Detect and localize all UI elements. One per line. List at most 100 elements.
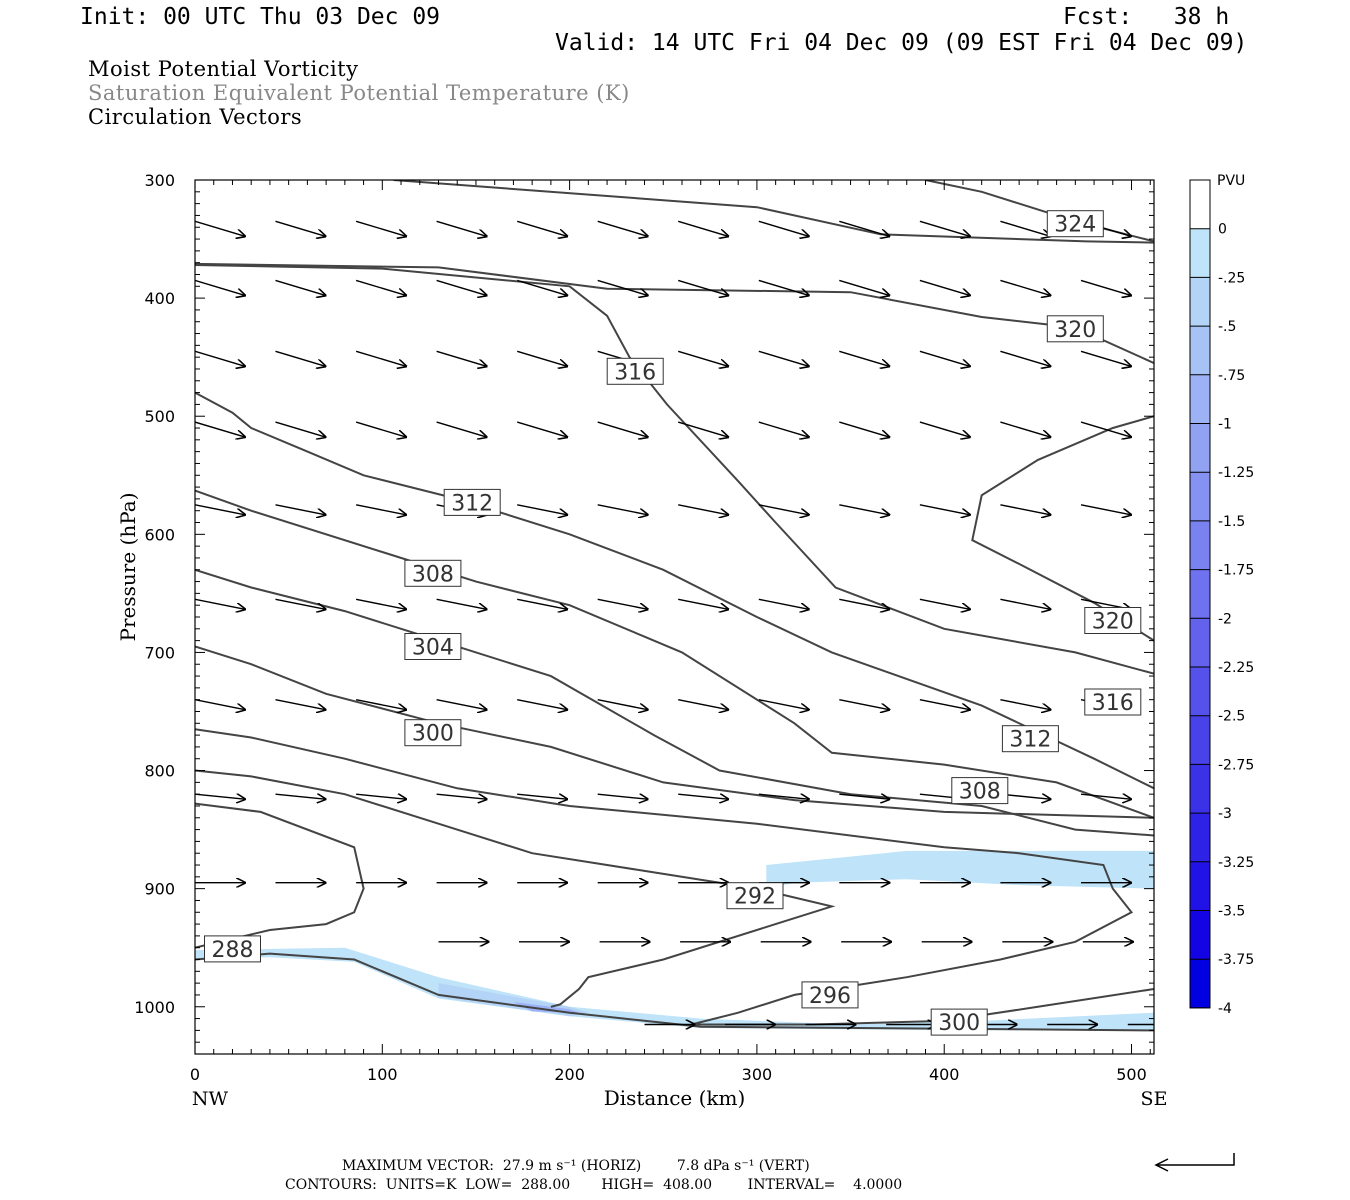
vector-arrow xyxy=(195,279,245,295)
contour-label-text: 300 xyxy=(938,1011,980,1036)
vector-arrow xyxy=(1080,279,1131,295)
contour-label-box xyxy=(404,559,462,587)
mpv-shade-region xyxy=(766,850,1154,889)
contour-label-text: 288 xyxy=(212,938,254,963)
x-tick-label: 400 xyxy=(929,1065,960,1084)
max-vector-note: MAXIMUM VECTOR: 27.9 m s⁻¹ (HORIZ) 7.8 d… xyxy=(342,1158,810,1174)
colorbar-swatch xyxy=(1190,180,1210,229)
vector-arrow xyxy=(436,794,487,799)
vector-arrow xyxy=(436,279,487,295)
colorbar-swatch xyxy=(1190,326,1210,375)
contour-line xyxy=(195,262,1154,365)
circulation-vectors xyxy=(195,220,1154,1024)
vector-arrow xyxy=(919,598,970,609)
vector-arrow xyxy=(758,699,809,710)
vector-arrow xyxy=(839,220,889,236)
colorbar-label: -2.25 xyxy=(1218,660,1254,676)
colorbar-swatch xyxy=(1190,715,1210,765)
vector-arrow xyxy=(195,220,245,236)
vector-arrow xyxy=(275,794,326,799)
x-tick-label: 200 xyxy=(554,1065,585,1084)
contour-label-text: 316 xyxy=(1092,691,1134,716)
vector-arrow xyxy=(516,350,567,366)
contour-label-box xyxy=(951,777,1009,805)
contour-label-text: 316 xyxy=(614,360,656,385)
mpv-shade-region xyxy=(513,1002,579,1013)
contour-line xyxy=(195,391,1154,790)
y-tick-label: 400 xyxy=(144,289,175,308)
contour-line xyxy=(195,769,836,1008)
vector-arrow xyxy=(597,421,648,437)
vector-arrow xyxy=(517,699,567,710)
vector-arrow xyxy=(355,504,406,515)
vector-arrow xyxy=(677,279,728,295)
contour-label-box xyxy=(204,935,261,963)
contour-label-box xyxy=(404,719,462,747)
x-axis-label: Distance (km) xyxy=(604,1086,746,1110)
colorbar-label: -2.5 xyxy=(1218,709,1245,725)
vector-arrow xyxy=(355,279,406,295)
colorbar-label: -1.5 xyxy=(1218,514,1245,530)
vector-arrow xyxy=(436,220,487,236)
vector-arrow xyxy=(919,220,970,236)
x-end-label-nw: NW xyxy=(192,1088,229,1110)
vector-arrow xyxy=(1000,699,1050,710)
contour-label-box xyxy=(606,357,664,385)
colorbar-label: -3.5 xyxy=(1218,904,1245,920)
colorbar-label: -3.25 xyxy=(1218,855,1254,871)
contour-line xyxy=(971,415,1154,642)
vector-arrow xyxy=(758,421,809,437)
colorbar-swatch xyxy=(1190,472,1210,521)
vector-arrow xyxy=(839,279,889,295)
vector-arrow xyxy=(195,504,245,515)
vector-arrow xyxy=(355,699,406,710)
vector-arrow xyxy=(597,699,648,710)
contour-label: 288 xyxy=(204,935,261,963)
vector-arrow xyxy=(1000,794,1050,799)
vector-arrow xyxy=(275,421,326,437)
contour-line xyxy=(195,264,1154,675)
y-tick-label: 900 xyxy=(144,880,175,899)
colorbar-label: -1 xyxy=(1218,417,1232,433)
vector-arrow xyxy=(355,421,406,437)
contour-label: 296 xyxy=(801,981,859,1009)
vector-arrow xyxy=(436,699,487,710)
contour-label-box xyxy=(1084,607,1142,634)
vector-arrow xyxy=(195,421,245,437)
colorbar-label: -3 xyxy=(1218,806,1232,822)
contour-line xyxy=(195,802,365,949)
contour-labels: 324 320 316 312 308 304 300 320 316 312 308 292 288 2… xyxy=(204,210,1142,1036)
contour-label: 300 xyxy=(930,1008,988,1036)
vector-arrow xyxy=(1080,421,1131,437)
vector-arrow xyxy=(597,220,648,236)
vector-arrow xyxy=(758,220,809,236)
contour-label: 320 xyxy=(1046,315,1104,343)
contour-label-text: 320 xyxy=(1054,318,1096,343)
contour-label-box xyxy=(443,488,501,516)
colorbar-swatch xyxy=(1190,667,1210,716)
vector-arrow xyxy=(839,699,889,710)
vector-arrow xyxy=(436,421,487,437)
theta-es-contours xyxy=(195,180,1154,1032)
contour-label-text: 320 xyxy=(1092,610,1134,635)
vector-arrow xyxy=(919,279,970,295)
x-tick-label: 100 xyxy=(367,1065,398,1084)
contour-label-box xyxy=(1046,210,1104,238)
vector-arrow xyxy=(517,504,567,515)
vector-arrow xyxy=(517,794,567,799)
mpv-shading xyxy=(195,850,1154,1031)
vector-arrow xyxy=(597,598,648,609)
colorbar-swatch xyxy=(1190,813,1210,862)
vector-arrow xyxy=(1080,350,1131,366)
colorbar: PVU 0 -.25 -.5 -.75 -1 -1.25 -1.5 -1.75 -2 -2.25 -2… xyxy=(1189,173,1254,1017)
vector-arrow xyxy=(839,598,889,609)
x-end-label-se: SE xyxy=(1141,1088,1168,1110)
axes: 300 400 500 600 700 800 900 1000 0 100 200 300 400 50… xyxy=(116,171,1167,1110)
contour-label-box xyxy=(726,882,784,910)
vector-arrow xyxy=(275,598,326,609)
vector-arrow xyxy=(355,350,406,366)
vector-arrow xyxy=(517,598,567,609)
y-tick-label: 800 xyxy=(144,762,175,781)
colorbar-label: -2 xyxy=(1218,611,1232,627)
